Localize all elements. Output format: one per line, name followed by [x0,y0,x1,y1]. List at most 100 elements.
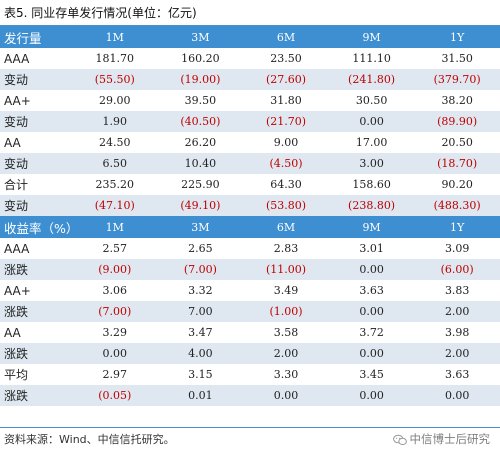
table-cell: (21.70) [243,111,329,132]
issuance-header-row: 发行量 1M 3M 6M 9M 1Y [0,26,500,48]
table-row: 涨跌 (0.05) 0.01 0.00 0.00 0.00 [0,385,500,406]
table-cell: (1.00) [243,301,329,322]
table-cell: 0.00 [328,259,415,280]
table-row: AA+ 3.06 3.32 3.49 3.63 3.83 [0,280,500,301]
table-cell: 2.00 [243,343,329,364]
table-cell: 4.00 [157,343,244,364]
table-cell: 3.49 [273,284,299,297]
column-header: 9M [328,216,415,238]
watermark: 中信博士后研究 [392,428,491,450]
table-cell: (89.90) [414,111,500,132]
table-cell: 225.90 [181,178,220,191]
table-cell: 3.63 [444,368,470,381]
table-cell: 31.80 [270,94,302,107]
table-cell: 3.00 [328,153,415,174]
column-header: 1M [72,26,158,48]
table-cell: (40.50) [157,111,244,132]
table-cell: 181.70 [95,52,135,65]
table-cell: 0.01 [157,385,244,406]
table-cell: (18.70) [414,153,500,174]
table-cell: 111.10 [352,52,391,65]
table-cell: 2.00 [414,301,500,322]
table-cell: 90.20 [441,178,473,191]
table-cell: 17.00 [355,136,388,149]
watermark-text: 中信博士后研究 [409,432,491,446]
table-cell: 20.50 [441,136,473,149]
column-header: 9M [328,26,415,48]
table-cell: 9.00 [273,136,299,149]
table-cell: (55.50) [72,69,158,90]
table-cell: 3.58 [273,326,299,339]
title-divider [0,25,500,26]
table-row: 平均 2.97 3.15 3.30 3.45 3.63 [0,364,500,385]
yield-header-row: 收益率（%） 1M 3M 6M 9M 1Y [0,216,500,238]
table-cell: (7.00) [157,259,244,280]
table-cell: (47.10) [72,195,158,216]
table-title: 表5. 同业存单发行情况(单位：亿元) [4,6,197,20]
source-note: 资料来源：Wind、中信信托研究。 [4,433,175,446]
row-label: 涨跌 [0,301,72,322]
table-cell: 160.20 [181,52,220,65]
table-cell: 2.00 [414,343,500,364]
table-cell: (49.10) [157,195,244,216]
table-row: 合计 235.20 225.90 64.30 158.60 90.20 [0,174,500,195]
footer-divider [0,427,500,428]
table-cell: 2.65 [188,242,213,255]
table-cell: 39.50 [184,94,217,107]
table-cell: 3.30 [273,368,299,381]
table-cell: (7.00) [72,301,158,322]
row-label: 涨跌 [0,259,72,280]
row-label: AA [4,135,21,150]
table-cell: 38.20 [441,94,473,107]
table-cell: 3.29 [102,326,128,339]
table-row: 变动 6.50 10.40 (4.50) 3.00 (18.70) [0,153,500,174]
table-cell: 3.01 [359,242,384,255]
table-cell: 0.00 [328,385,415,406]
row-label: AAA [4,51,30,66]
table-cell: 0.00 [328,343,415,364]
table-cell: 26.20 [184,136,217,149]
table-cell: 3.09 [444,242,470,255]
row-label: 平均 [4,368,29,382]
table-cell: 0.00 [414,385,500,406]
row-label: AA+ [4,93,31,108]
table-cell: 235.20 [95,178,135,191]
table-row: AA+ 29.00 39.50 31.80 30.50 38.20 [0,90,500,111]
table-cell: 3.63 [359,284,384,297]
table-cell: 3.32 [188,284,213,297]
table-cell: (488.30) [414,195,500,216]
table-cell: (4.50) [243,153,329,174]
table-cell: (19.00) [157,69,244,90]
table-row: AAA 181.70 160.20 23.50 111.10 31.50 [0,48,500,69]
table-cell: 2.57 [102,242,128,255]
row-label: 合计 [4,178,29,192]
column-header: 3M [157,216,244,238]
table-cell: (9.00) [72,259,158,280]
table-row: 变动 1.90 (40.50) (21.70) 0.00 (89.90) [0,111,500,132]
table-cell: 2.83 [273,242,299,255]
table-cell: 0.00 [328,301,415,322]
header-label: 发行量 [0,26,72,48]
row-label: 变动 [0,111,72,132]
row-label: 涨跌 [0,385,72,406]
table-cell: 30.50 [355,94,388,107]
table-cell: 10.40 [157,153,244,174]
table-cell: 7.00 [157,301,244,322]
table-cell: 0.00 [72,343,158,364]
row-label: 涨跌 [0,343,72,364]
row-label: AA+ [4,283,31,298]
column-header: 1Y [414,26,500,48]
table-cell: 3.45 [359,368,384,381]
table-cell: 23.50 [270,52,302,65]
row-label: 变动 [0,69,72,90]
table-row: 涨跌 0.00 4.00 2.00 0.00 2.00 [0,343,500,364]
column-header: 1M [72,216,158,238]
table-cell: 158.60 [352,178,391,191]
table-cell: (241.80) [328,69,415,90]
row-label: AAA [4,241,30,256]
table-cell: 29.00 [99,94,131,107]
table-cell: (238.80) [328,195,415,216]
table-cell: (0.05) [72,385,158,406]
table-cell: 3.98 [444,326,470,339]
header-label: 收益率（%） [0,216,78,238]
